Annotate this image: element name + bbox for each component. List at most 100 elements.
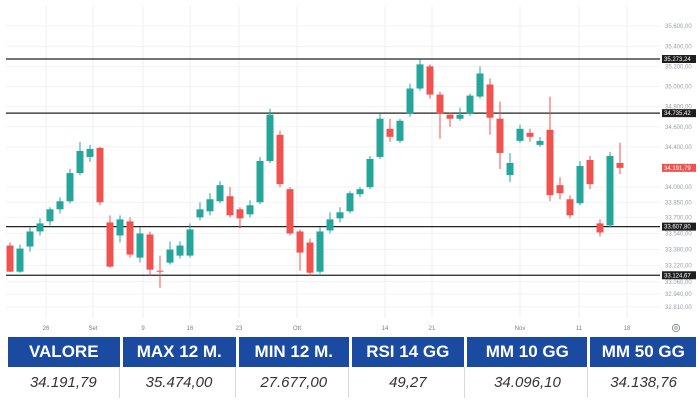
candle-body — [536, 140, 544, 145]
candle — [496, 101, 504, 170]
x-tick-label: 18 — [624, 326, 631, 332]
y-tick-label: 32.810,00 — [665, 305, 692, 311]
candle — [156, 255, 164, 288]
candle-body — [36, 223, 44, 232]
candle-body — [466, 95, 474, 114]
y-tick-label: 35.600,00 — [665, 24, 692, 30]
candle — [146, 231, 154, 276]
level-label: 33.607,80 — [664, 225, 691, 231]
stats-value-row: 34.191,79 35.474,00 27.677,00 49,27 34.0… — [8, 367, 696, 398]
candle-body — [6, 245, 14, 272]
candle — [396, 118, 404, 143]
candle-body — [566, 199, 574, 216]
x-tick-label: 21 — [429, 326, 436, 332]
candle — [616, 142, 624, 175]
candle-body — [276, 134, 284, 185]
candle-body — [296, 231, 304, 253]
candle — [476, 66, 484, 99]
header-rsi-14: RSI 14 GG — [351, 337, 465, 367]
value-max-12m: 35.474,00 — [123, 367, 237, 398]
price-levels: 35.273,24 34.735,42 34.191,79 33.607,80 33.1… — [6, 55, 696, 280]
candle-body — [186, 229, 194, 256]
level-label-box — [662, 109, 696, 118]
candle-body — [96, 147, 104, 203]
candle-body — [306, 242, 314, 273]
candle-body — [376, 118, 384, 157]
value-rsi-14: 49,27 — [352, 367, 465, 398]
candle-body — [106, 222, 114, 267]
x-tick-label: 23 — [236, 326, 243, 332]
candle-body — [226, 196, 234, 216]
level-label: 34.735,42 — [664, 111, 691, 117]
candle — [296, 229, 304, 271]
candle — [356, 187, 364, 198]
stats-table: VALORE MAX 12 M. MIN 12 M. RSI 14 GG MM … — [8, 337, 697, 398]
candle — [286, 187, 294, 236]
candle — [516, 124, 524, 143]
candle — [276, 130, 284, 188]
candle — [466, 93, 474, 116]
candle-body — [556, 185, 564, 194]
candle-body — [136, 233, 144, 258]
candle-body — [416, 64, 424, 89]
candle — [336, 207, 344, 223]
y-tick-label: 35.400,00 — [665, 44, 692, 50]
candle-body — [426, 66, 434, 95]
candle-body — [546, 129, 554, 196]
candlestick-chart[interactable]: 35.273,24 34.735,42 34.191,79 33.607,80 33.1… — [0, 0, 700, 336]
x-tick-label: 14 — [382, 326, 389, 332]
x-tick-label: 16 — [187, 326, 194, 332]
level-label-box — [662, 55, 696, 64]
candle-body — [66, 173, 74, 202]
candle-body — [76, 150, 84, 174]
candle — [586, 155, 594, 190]
candle-body — [576, 166, 584, 204]
header-mm-50: MM 50 GG — [590, 337, 697, 367]
candle-body — [346, 193, 354, 212]
price-chart[interactable]: 35.273,24 34.735,42 34.191,79 33.607,80 33.1… — [0, 0, 700, 336]
level-label: 33.124,67 — [664, 273, 691, 279]
candle — [366, 155, 374, 190]
candle-body — [476, 73, 484, 97]
y-tick-label: 33.540,00 — [665, 231, 692, 237]
candle-body — [146, 234, 154, 270]
candle — [556, 177, 564, 200]
x-tick-label: Ott — [293, 326, 301, 332]
level-label-box — [662, 271, 696, 280]
candle — [186, 223, 194, 258]
x-tick-label: 26 — [43, 326, 50, 332]
candle — [236, 207, 244, 229]
candle — [326, 212, 334, 234]
candle — [116, 215, 124, 243]
candle — [316, 227, 324, 274]
candle — [426, 64, 434, 99]
candle-body — [516, 128, 524, 141]
y-tick-label: 32.940,00 — [665, 292, 692, 298]
candle-body — [526, 132, 534, 137]
candle-body — [326, 219, 334, 231]
candle — [216, 181, 224, 204]
candle-body — [16, 248, 24, 272]
candle-body — [166, 249, 174, 263]
header-max-12m: MAX 12 M. — [122, 337, 236, 367]
y-tick-label: 33.380,00 — [665, 248, 692, 254]
candle — [406, 83, 414, 117]
candle — [66, 169, 74, 204]
y-tick-label: 35.200,00 — [665, 64, 692, 70]
candle-body — [396, 120, 404, 141]
candle-body — [206, 199, 214, 212]
candle — [446, 112, 454, 127]
y-tick-label: 35.000,00 — [665, 85, 692, 91]
candle-body — [616, 163, 624, 168]
candle — [456, 107, 464, 121]
candle-body — [176, 245, 184, 256]
y-tick-label: 34.000,00 — [665, 185, 692, 191]
candle — [526, 128, 534, 142]
candle — [136, 227, 144, 263]
x-tick-label: Set — [88, 326, 97, 332]
candle — [206, 193, 214, 216]
candle-body — [456, 114, 464, 119]
candle — [536, 136, 544, 147]
gear-icon[interactable] — [671, 323, 681, 333]
candle-body — [596, 223, 604, 233]
